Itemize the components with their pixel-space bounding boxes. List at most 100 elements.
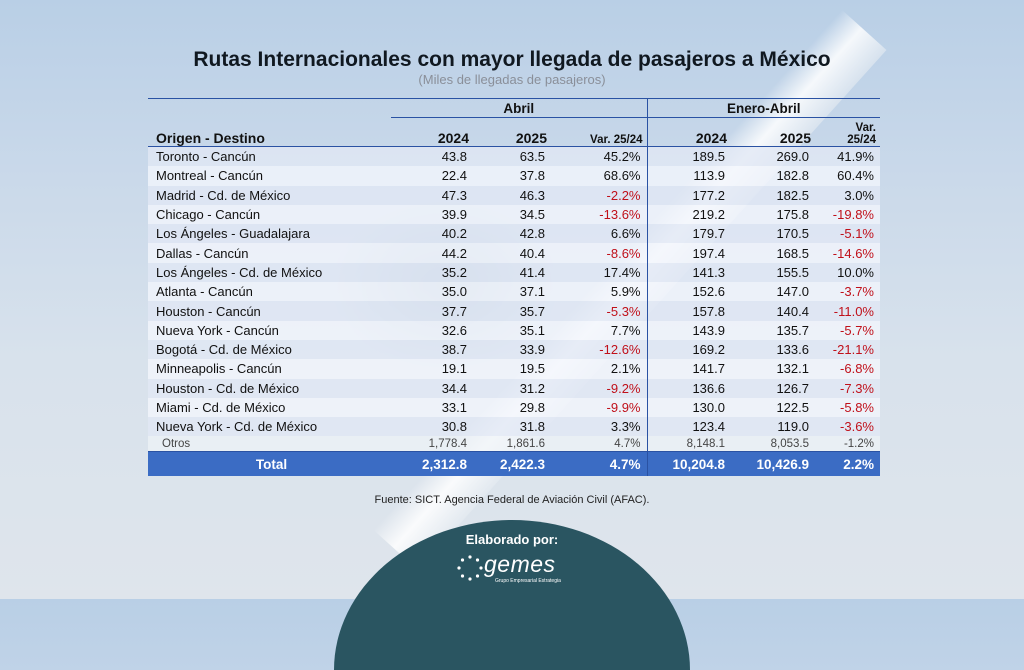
cell-enero-abril-2024: 113.9 <box>646 166 731 186</box>
cell-abril-var: -5.3% <box>551 301 647 321</box>
column-header-2025-abril: 2025 <box>473 117 551 147</box>
cell-abril-2024: 35.2 <box>391 262 473 283</box>
cell-abril-var: -12.6% <box>551 339 647 360</box>
cell-abril-var: 6.6% <box>551 224 647 244</box>
cell-enero-abril-2025: 119.0 <box>731 417 815 437</box>
cell-abril-2024: 1,778.4 <box>391 436 473 453</box>
cell-enero-abril-2024: 8,148.1 <box>646 436 731 453</box>
routes-table: Abril Enero-Abril Origen - Destino 2024 … <box>148 98 880 477</box>
cell-enero-abril-2025: 147.0 <box>731 282 815 302</box>
cell-abril-var: 4.7% <box>551 451 647 477</box>
cell-abril-var: 3.3% <box>551 417 647 437</box>
column-header-2025-enero-abril: 2025 <box>731 117 815 147</box>
cell-abril-2025: 41.4 <box>473 262 551 283</box>
group-header-enero-abril: Enero-Abril <box>646 98 880 118</box>
cell-enero-abril-2025: 269.0 <box>731 146 815 167</box>
cell-abril-2024: 47.3 <box>391 185 473 205</box>
cell-abril-var: -8.6% <box>551 243 647 263</box>
cell-enero-abril-2025: 182.8 <box>731 166 815 186</box>
table-row: Madrid - Cd. de México 47.3 46.3 -2.2% 177.2… <box>148 185 880 205</box>
cell-abril-var: -13.6% <box>551 204 647 225</box>
column-header-2024-enero-abril: 2024 <box>646 117 731 147</box>
cell-abril-2025: 37.1 <box>473 282 551 302</box>
cell-route-name: Nueva York - Cd. de México <box>148 417 391 437</box>
cell-route-name: Miami - Cd. de México <box>148 397 391 418</box>
cell-route-name: Atlanta - Cancún <box>148 282 391 302</box>
cell-enero-abril-2025: 175.8 <box>731 204 815 225</box>
cell-route-name: Total <box>148 451 391 477</box>
cell-route-name: Dallas - Cancún <box>148 243 391 263</box>
author-badge-label: Elaborado por: <box>465 532 559 547</box>
cell-abril-2025: 46.3 <box>473 185 551 205</box>
cell-enero-abril-2025: 8,053.5 <box>731 436 815 453</box>
cell-abril-2025: 31.8 <box>473 417 551 437</box>
cell-abril-2024: 30.8 <box>391 417 473 437</box>
cell-abril-2025: 35.7 <box>473 301 551 321</box>
cell-abril-var: 5.9% <box>551 282 647 302</box>
cell-enero-abril-2024: 10,204.8 <box>646 451 731 477</box>
report-panel: Rutas Internacionales con mayor llegada … <box>140 48 884 518</box>
cell-enero-abril-2024: 152.6 <box>646 282 731 302</box>
table-row: Los Ángeles - Guadalajara 40.2 42.8 6.6% 179… <box>148 224 880 244</box>
table-row: Nueva York - Cancún 32.6 35.1 7.7% 143.9 135.… <box>148 320 880 340</box>
table-row: Chicago - Cancún 39.9 34.5 -13.6% 219.2 175.8… <box>148 204 880 225</box>
cell-abril-2025: 1,861.6 <box>473 436 551 453</box>
cell-abril-2024: 33.1 <box>391 397 473 418</box>
cell-abril-2025: 34.5 <box>473 204 551 225</box>
page-title: Rutas Internacionales con mayor llegada … <box>193 48 831 71</box>
logo-text: gemes <box>484 551 556 577</box>
table-row: Montreal - Cancún 22.4 37.8 68.6% 113.9 182.8… <box>148 166 880 186</box>
cell-enero-abril-2025: 170.5 <box>731 224 815 244</box>
table-row: Toronto - Cancún 43.8 63.5 45.2% 189.5 269.0 4… <box>148 146 880 167</box>
cell-enero-abril-2024: 169.2 <box>646 339 731 360</box>
cell-enero-abril-2025: 132.1 <box>731 359 815 379</box>
cell-enero-abril-2025: 126.7 <box>731 378 815 398</box>
page-subtitle: (Miles de llegadas de pasajeros) <box>418 72 606 87</box>
cell-enero-abril-2025: 182.5 <box>731 185 815 205</box>
cell-enero-abril-2025: 168.5 <box>731 243 815 263</box>
table-row: Bogotá - Cd. de México 38.7 33.9 -12.6% 169.… <box>148 339 880 360</box>
cell-enero-abril-var: 10.0% <box>815 262 880 283</box>
cell-abril-2025: 2,422.3 <box>473 451 551 477</box>
group-header-empty <box>148 98 391 118</box>
cell-abril-var: 7.7% <box>551 320 647 340</box>
cell-abril-2025: 63.5 <box>473 146 551 167</box>
cell-abril-var: -9.9% <box>551 397 647 418</box>
cell-abril-2025: 29.8 <box>473 397 551 418</box>
cell-abril-2025: 33.9 <box>473 339 551 360</box>
cell-enero-abril-2024: 143.9 <box>646 320 731 340</box>
table-row: Atlanta - Cancún 35.0 37.1 5.9% 152.6 147.0 -3… <box>148 282 880 302</box>
cell-route-name: Toronto - Cancún <box>148 146 391 167</box>
cell-enero-abril-2024: 179.7 <box>646 224 731 244</box>
column-header-origen: Origen - Destino <box>148 117 391 147</box>
cell-enero-abril-var: 3.0% <box>815 185 880 205</box>
var-header-top: Var. <box>855 122 876 134</box>
group-header-abril: Abril <box>391 98 647 118</box>
table-row: Houston - Cancún 37.7 35.7 -5.3% 157.8 140.4-… <box>148 301 880 321</box>
cell-enero-abril-var: -5.1% <box>815 224 880 244</box>
cell-enero-abril-var: -7.3% <box>815 378 880 398</box>
cell-enero-abril-2025: 155.5 <box>731 262 815 283</box>
cell-enero-abril-var: -14.6% <box>815 243 880 263</box>
cell-enero-abril-var: -3.6% <box>815 417 880 437</box>
cell-abril-var: 2.1% <box>551 359 647 379</box>
cell-abril-2025: 31.2 <box>473 378 551 398</box>
table-row: Miami - Cd. de México 33.1 29.8 -9.9% 130.0 1… <box>148 397 880 418</box>
cell-abril-2024: 40.2 <box>391 224 473 244</box>
cell-enero-abril-var: -1.2% <box>815 436 880 453</box>
cell-route-name: Madrid - Cd. de México <box>148 185 391 205</box>
cell-enero-abril-var: -21.1% <box>815 339 880 360</box>
table-row: Los Ángeles - Cd. de México 35.2 41.4 17.4%… <box>148 262 880 283</box>
cell-enero-abril-var: -5.7% <box>815 320 880 340</box>
cell-abril-2024: 44.2 <box>391 243 473 263</box>
cell-abril-2025: 42.8 <box>473 224 551 244</box>
cell-enero-abril-2024: 157.8 <box>646 301 731 321</box>
cell-abril-2024: 43.8 <box>391 146 473 167</box>
cell-abril-2024: 2,312.8 <box>391 451 473 477</box>
cell-enero-abril-var: 2.2% <box>815 451 880 477</box>
cell-abril-2024: 34.4 <box>391 378 473 398</box>
cell-route-name: Los Ángeles - Guadalajara <box>148 224 391 244</box>
cell-enero-abril-var: -19.8% <box>815 204 880 225</box>
cell-abril-2024: 22.4 <box>391 166 473 186</box>
cell-enero-abril-var: -5.8% <box>815 397 880 418</box>
